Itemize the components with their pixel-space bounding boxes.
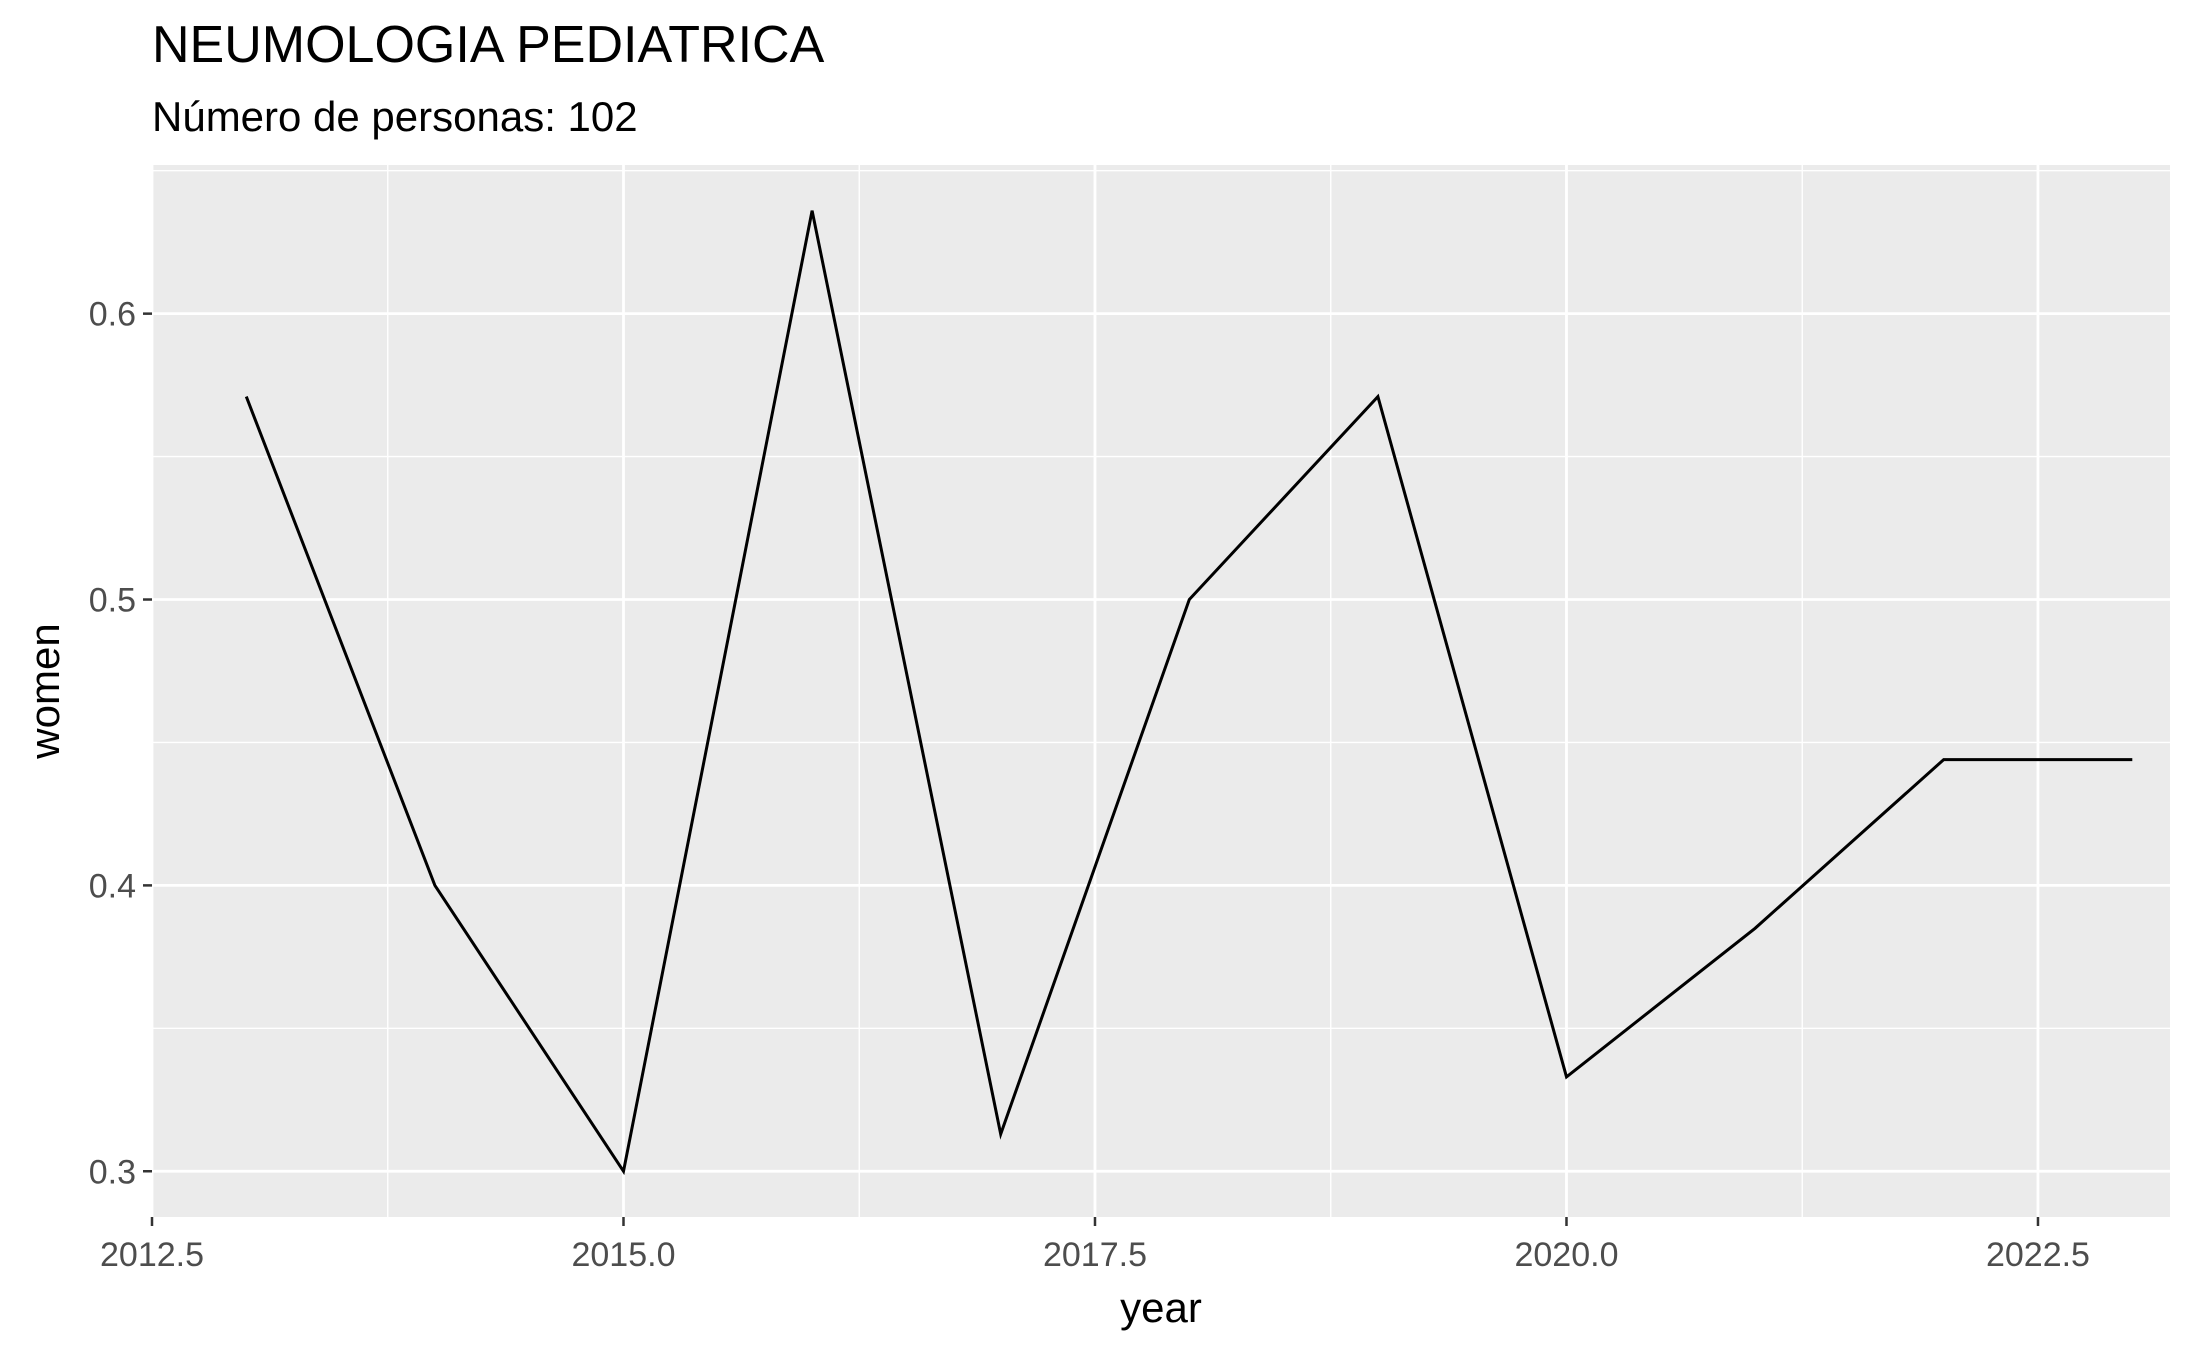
chart-title: NEUMOLOGIA PEDIATRICA (152, 16, 825, 74)
minor-gridlines (152, 165, 2170, 1217)
y-tick-label: 0.3 (89, 1153, 136, 1191)
y-axis-title: women (21, 623, 68, 759)
x-tick-label: 2012.5 (100, 1236, 204, 1274)
y-tick-label: 0.5 (89, 582, 136, 620)
x-axis-title: year (1120, 1284, 1202, 1331)
major-gridlines (150, 165, 2170, 1217)
x-axis-ticks: 2012.5 2015.0 2017.5 2020.0 2022.5 (100, 1217, 2090, 1274)
x-tick-label: 2022.5 (1986, 1236, 2090, 1274)
chart-subtitle: Número de personas: 102 (152, 93, 638, 140)
x-tick-label: 2015.0 (571, 1236, 675, 1274)
y-tick-label: 0.6 (89, 296, 136, 334)
series-line (244, 210, 2133, 1176)
y-tick-label: 0.4 (89, 867, 136, 905)
x-tick-label: 2017.5 (1043, 1236, 1147, 1274)
plot-panel (152, 165, 2170, 1217)
x-tick-label: 2020.0 (1514, 1236, 1618, 1274)
y-axis-ticks: 0.3 0.4 0.5 0.6 (89, 296, 152, 1191)
